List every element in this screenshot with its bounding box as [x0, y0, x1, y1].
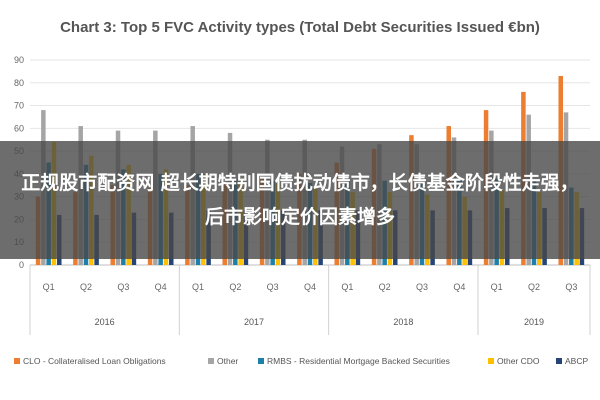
legend-label: ABCP	[565, 356, 588, 366]
x-tick-label: Q1	[43, 282, 55, 292]
legend-label: Other CDO	[497, 356, 540, 366]
y-tick-label: 60	[14, 123, 24, 133]
legend-label: RMBS - Residential Mortgage Backed Secur…	[267, 356, 450, 366]
legend-label: CLO - Collateralised Loan Obligations	[23, 356, 166, 366]
legend-swatch	[258, 358, 264, 364]
legend-label: Other	[217, 356, 238, 366]
x-tick-label: Q2	[528, 282, 540, 292]
legend-item: RMBS - Residential Mortgage Backed Secur…	[258, 356, 450, 366]
chart-title: Chart 3: Top 5 FVC Activity types (Total…	[60, 19, 540, 36]
legend-swatch	[488, 358, 494, 364]
legend-item: Other CDO	[488, 356, 540, 366]
y-tick-label: 0	[19, 260, 24, 270]
x-tick-label: Q2	[229, 282, 241, 292]
x-tick-label: Q1	[341, 282, 353, 292]
x-tick-label: Q1	[192, 282, 204, 292]
y-tick-label: 90	[14, 55, 24, 65]
year-label: 2019	[524, 317, 544, 327]
legend-swatch	[208, 358, 214, 364]
legend: CLO - Collateralised Loan Obligations Oth…	[14, 356, 588, 366]
legend-item: CLO - Collateralised Loan Obligations	[14, 356, 166, 366]
x-tick-label: Q4	[304, 282, 316, 292]
legend-swatch	[14, 358, 20, 364]
legend-item: Other	[208, 356, 238, 366]
legend-item: ABCP	[556, 356, 588, 366]
headline-overlay: 正规股市配资网 超长期特别国债扰动债市，长债基金阶段性走强，后市影响定价因素增多	[0, 141, 600, 259]
x-axis-ticks: Q1 Q2 Q3 Q4 Q1 Q2 Q3 Q4 Q1 Q2 Q3 Q4 Q1 Q2 Q3	[43, 282, 578, 292]
x-tick-label: Q4	[155, 282, 167, 292]
headline-text: 正规股市配资网 超长期特别国债扰动债市，长债基金阶段性走强，后市影响定价因素增多	[21, 172, 579, 228]
y-tick-label: 70	[14, 101, 24, 111]
year-label: 2018	[393, 317, 413, 327]
legend-swatch	[556, 358, 562, 364]
y-tick-label: 80	[14, 78, 24, 88]
x-tick-label: Q1	[491, 282, 503, 292]
x-tick-label: Q2	[379, 282, 391, 292]
x-tick-label: Q3	[416, 282, 428, 292]
x-tick-label: Q3	[565, 282, 577, 292]
x-tick-label: Q4	[453, 282, 465, 292]
x-tick-label: Q2	[80, 282, 92, 292]
x-tick-label: Q3	[267, 282, 279, 292]
year-label: 2017	[244, 317, 264, 327]
year-labels: 2016 2017 2018 2019	[29, 265, 591, 335]
x-tick-label: Q3	[117, 282, 129, 292]
year-label: 2016	[95, 317, 115, 327]
